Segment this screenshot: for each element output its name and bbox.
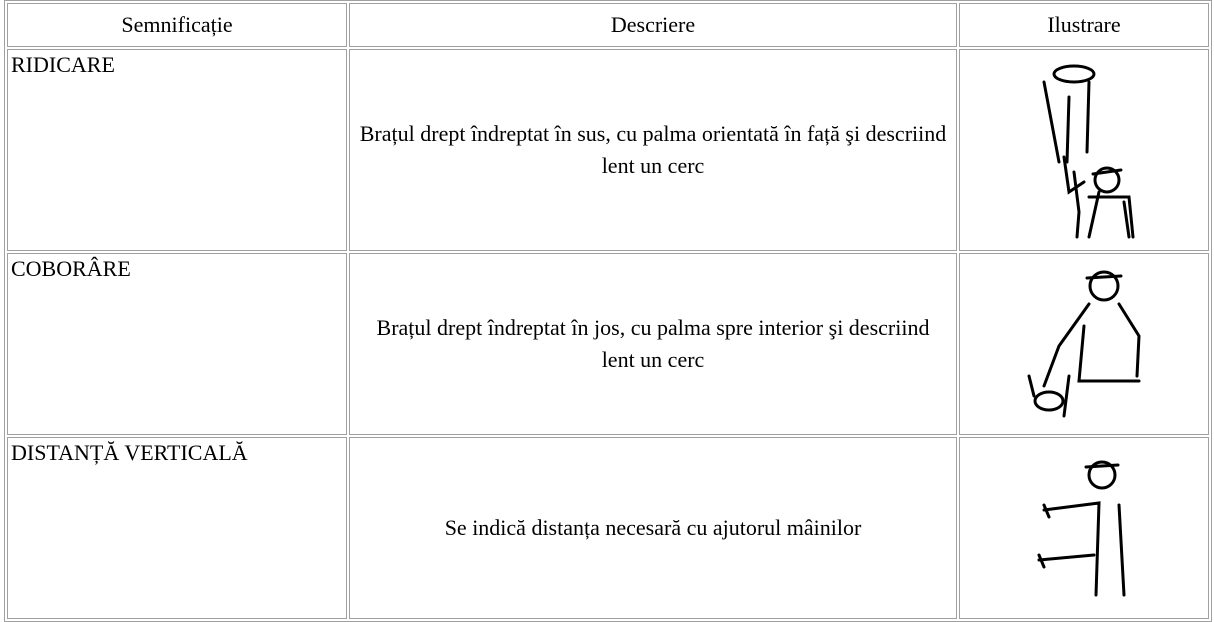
illustration-cell [959, 49, 1209, 251]
illustration [1027, 270, 1141, 418]
row: COBORÂRE Brațul drept îndreptat în jos, … [7, 253, 1209, 435]
illustration-cell [959, 253, 1209, 435]
meaning: DISTANȚĂ VERTICALĂ [7, 437, 347, 619]
signals-table: Semnificație Descriere Ilustrare RIDICAR… [4, 0, 1212, 622]
description: Se indică distanța necesară cu ajutorul … [444, 515, 862, 540]
description-cell: Brațul drept îndreptat în sus, cu palma … [349, 49, 957, 251]
row: DISTANȚĂ VERTICALĂ Se indică distanța ne… [7, 437, 1209, 619]
header-cell: Descriere [349, 3, 957, 47]
illustration [1037, 460, 1126, 597]
illustration-cell [959, 437, 1209, 619]
description: Brațul drept îndreptat în jos, cu palma … [376, 315, 930, 372]
header-cell: Ilustrare [959, 3, 1209, 47]
description: Brațul drept îndreptat în sus, cu palma … [359, 121, 947, 178]
page: {"table": {"header": ["Semnificație", "D… [4, 0, 1212, 622]
description-cell: Se indică distanța necesară cu ajutorul … [349, 437, 957, 619]
header-cell: Semnificație [7, 3, 347, 47]
description-cell: Brațul drept îndreptat în jos, cu palma … [349, 253, 957, 435]
illustration [1042, 64, 1135, 239]
row: RIDICARE Brațul drept îndreptat în sus, … [7, 49, 1209, 251]
header-row: Semnificație Descriere Ilustrare [7, 3, 1209, 47]
meaning: COBORÂRE [7, 253, 347, 435]
meaning: RIDICARE [7, 49, 347, 251]
